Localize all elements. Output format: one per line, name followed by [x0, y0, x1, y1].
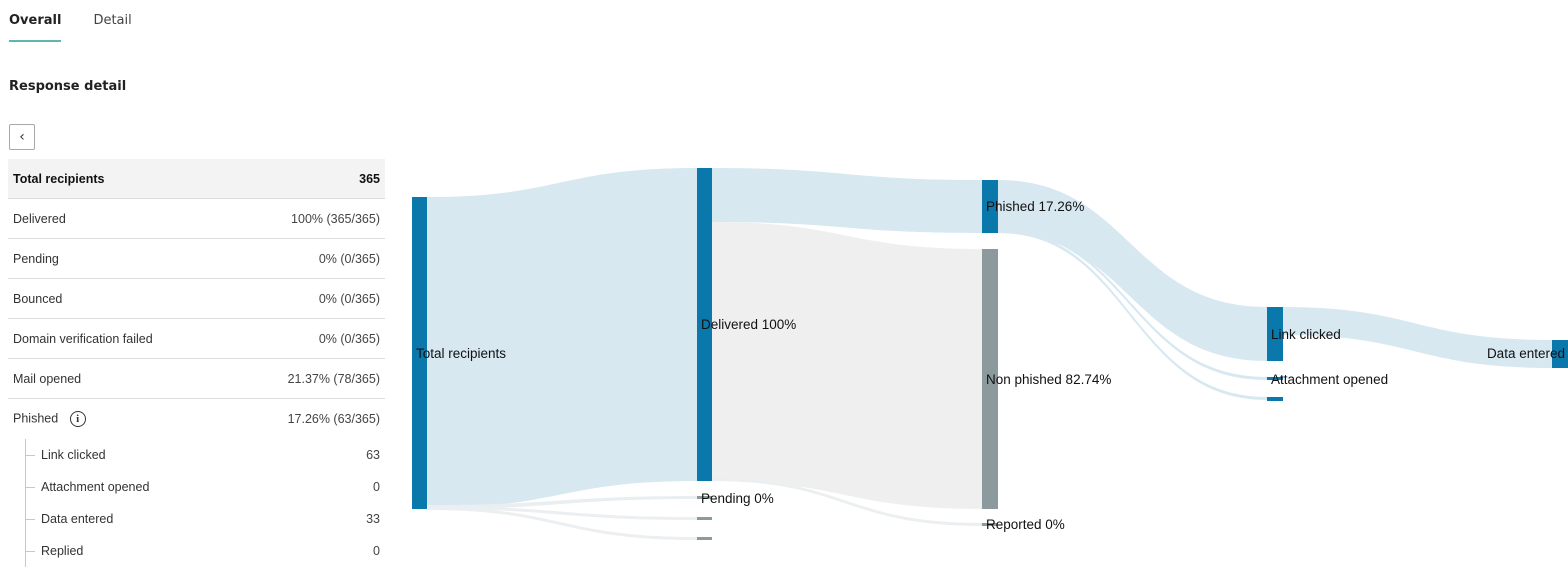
row-label: Bounced [13, 291, 63, 306]
tab-overall[interactable]: Overall [9, 0, 62, 44]
flow-delivered-to-non-phished[interactable] [712, 222, 982, 509]
summary-table: Total recipients 365 Delivered 100% (365… [8, 159, 385, 567]
row-value: 21.37% (78/365) [287, 371, 380, 386]
label-delivered: Delivered 100% [701, 317, 796, 332]
label-link-clicked: Link clicked [1271, 327, 1341, 342]
label-reported: Reported 0% [986, 517, 1065, 532]
row-value: 0% (0/365) [318, 251, 380, 266]
flow-link-clicked-to-data-entered[interactable] [1283, 307, 1552, 368]
row-label: Domain verification failed [13, 331, 153, 346]
label-pending: Pending 0% [701, 491, 774, 506]
table-header-row: Total recipients 365 [8, 159, 385, 199]
node-domain-failed[interactable] [697, 537, 712, 540]
subrow-value: 0 [373, 480, 380, 494]
node-link-clicked[interactable] [1267, 307, 1283, 361]
subrow-value: 63 [366, 448, 380, 462]
table-row-pending: Pending 0% (0/365) [8, 239, 385, 279]
back-button[interactable]: ‹ [9, 124, 35, 150]
subrow-data-entered: Data entered 33 [8, 503, 385, 535]
label-non-phished: Non phished 82.74% [986, 372, 1111, 387]
node-total-recipients[interactable] [412, 197, 427, 509]
total-recipients-label: Total recipients [13, 171, 105, 186]
subrow-value: 33 [366, 512, 380, 526]
info-icon[interactable]: i [69, 411, 86, 427]
row-value: 0% (0/365) [318, 331, 380, 346]
row-label-wrap: Phished i [13, 411, 86, 427]
node-pending[interactable] [697, 496, 712, 499]
flow-total-to-delivered[interactable] [427, 168, 697, 508]
flow-total-to-pending[interactable] [427, 496, 697, 509]
node-reported[interactable] [982, 523, 998, 526]
row-value: 100% (365/365) [291, 211, 380, 226]
label-total-recipients: Total recipients [416, 346, 506, 361]
flow-delivered-to-phished[interactable] [712, 168, 982, 233]
total-recipients-value: 365 [359, 171, 380, 186]
tab-bar: Overall Detail [9, 0, 132, 44]
flow-total-to-domain-failed[interactable] [427, 507, 697, 540]
subrow-link-clicked: Link clicked 63 [8, 439, 385, 471]
node-attachment-opened[interactable] [1267, 377, 1283, 380]
table-row-delivered: Delivered 100% (365/365) [8, 199, 385, 239]
node-data-entered[interactable] [1552, 340, 1568, 368]
row-label: Delivered [13, 211, 66, 226]
table-row-domain-verification: Domain verification failed 0% (0/365) [8, 319, 385, 359]
node-bounced[interactable] [697, 517, 712, 520]
tab-detail[interactable]: Detail [93, 13, 132, 28]
subrow-value: 0 [373, 544, 380, 558]
subrow-label: Replied [41, 544, 84, 558]
section-title: Response detail [9, 79, 127, 94]
subrow-attachment-opened: Attachment opened 0 [8, 471, 385, 503]
row-value: 17.26% (63/365) [287, 412, 380, 426]
row-value: 0% (0/365) [318, 291, 380, 306]
flow-phished-to-link-clicked[interactable] [998, 180, 1267, 361]
chevron-left-icon: ‹ [19, 129, 25, 145]
node-phished[interactable] [982, 180, 998, 233]
row-label: Phished [13, 411, 59, 426]
subrow-label: Data entered [41, 512, 114, 526]
table-row-mail-opened: Mail opened 21.37% (78/365) [8, 359, 385, 399]
row-label: Pending [13, 251, 59, 266]
node-non-phished[interactable] [982, 249, 998, 509]
flow-delivered-to-reported[interactable] [712, 478, 982, 526]
node-delivered[interactable] [697, 168, 712, 481]
subrow-label: Link clicked [41, 448, 106, 462]
table-row-bounced: Bounced 0% (0/365) [8, 279, 385, 319]
row-label: Mail opened [13, 371, 82, 386]
subrow-label: Attachment opened [41, 480, 150, 494]
flow-total-to-bounced[interactable] [427, 506, 697, 520]
label-attachment-opened: Attachment opened [1271, 372, 1388, 387]
subrow-replied: Replied 0 [8, 535, 385, 567]
table-row-phished: Phished i 17.26% (63/365) [8, 399, 385, 439]
node-other[interactable] [1267, 397, 1283, 401]
label-phished: Phished 17.26% [986, 199, 1084, 214]
sankey-diagram: Total recipients Delivered 100% Pending … [412, 168, 1568, 540]
label-data-entered: Data entered [1487, 346, 1565, 361]
